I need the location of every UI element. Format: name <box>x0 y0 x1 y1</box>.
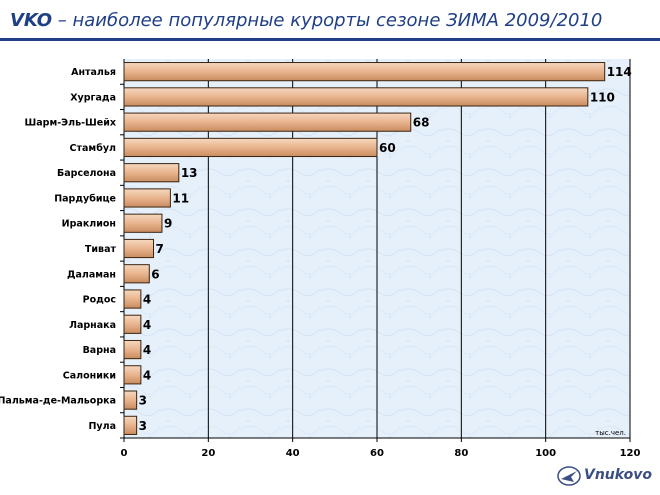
value-label-5: 11 <box>172 191 189 205</box>
bar-11 <box>123 339 142 360</box>
title-underline <box>0 38 660 41</box>
logo-text: Vnukovo <box>584 467 652 483</box>
bar-13 <box>123 390 138 410</box>
bar-6 <box>123 213 163 233</box>
bar-14 <box>123 415 138 435</box>
bar-8 <box>123 264 150 284</box>
chart-container: 0 20 40 60 80 100 120 тыс.чел. Анталья 114 Хургада… <box>0 41 660 466</box>
bar-0 <box>123 62 606 82</box>
value-label-3: 60 <box>379 141 396 155</box>
category-label-8: Даламан <box>67 269 116 280</box>
value-label-11: 4 <box>143 343 151 357</box>
x-tick-label-0: 0 <box>121 448 128 459</box>
x-tick-label-60: 60 <box>370 448 384 459</box>
category-label-2: Шарм-Эль-Шейх <box>25 118 117 129</box>
bar-4 <box>123 163 180 183</box>
bar-2 <box>123 112 412 132</box>
category-label-6: Ираклион <box>62 219 116 230</box>
category-label-10: Ларнака <box>69 320 116 331</box>
category-label-1: Хургада <box>70 92 116 103</box>
bar-9 <box>123 289 142 309</box>
category-label-14: Пула <box>88 421 116 432</box>
category-label-4: Барселона <box>57 168 116 179</box>
category-label-3: Стамбул <box>70 143 116 154</box>
value-label-8: 6 <box>151 267 159 281</box>
category-label-13: Пальма-де-Мальорка <box>0 396 116 407</box>
x-tick-label-100: 100 <box>535 448 556 459</box>
title-text: – наиболее популярные курорты сезоне ЗИМ… <box>52 10 603 31</box>
page-title: VKO – наиболее популярные курорты сезоне… <box>10 10 602 31</box>
title-bar: VKO – наиболее популярные курорты сезоне… <box>0 0 660 41</box>
title-brand: VKO <box>10 10 53 31</box>
value-label-1: 110 <box>590 90 615 104</box>
x-tick-label-80: 80 <box>454 448 468 459</box>
bar-12 <box>123 365 142 385</box>
unit-label: тыс.чел. <box>595 429 626 437</box>
bar-7 <box>123 238 155 259</box>
bar-1 <box>123 87 589 107</box>
bar-5 <box>123 188 171 208</box>
value-label-12: 4 <box>143 368 151 382</box>
value-label-10: 4 <box>143 318 151 332</box>
category-label-5: Пардубице <box>54 193 116 204</box>
category-label-11: Варна <box>83 345 116 356</box>
value-label-14: 3 <box>139 419 147 433</box>
value-label-7: 7 <box>156 242 164 256</box>
value-label-9: 4 <box>143 293 151 307</box>
category-label-9: Родос <box>83 295 116 306</box>
category-label-12: Салоники <box>63 370 116 381</box>
x-tick-label-40: 40 <box>286 448 300 459</box>
value-label-4: 13 <box>181 166 198 180</box>
category-label-7: Тиват <box>85 244 117 255</box>
x-tick-label-120: 120 <box>620 448 641 459</box>
category-label-0: Анталья <box>71 67 116 78</box>
bar-3 <box>123 137 378 158</box>
value-label-0: 114 <box>607 65 632 79</box>
x-tick-label-20: 20 <box>201 448 215 459</box>
value-label-13: 3 <box>139 394 147 408</box>
value-label-2: 68 <box>413 116 430 130</box>
value-label-6: 9 <box>164 217 172 231</box>
bar-10 <box>123 314 142 334</box>
vnukovo-logo: Vnukovo <box>556 465 652 487</box>
plane-icon <box>557 466 581 486</box>
